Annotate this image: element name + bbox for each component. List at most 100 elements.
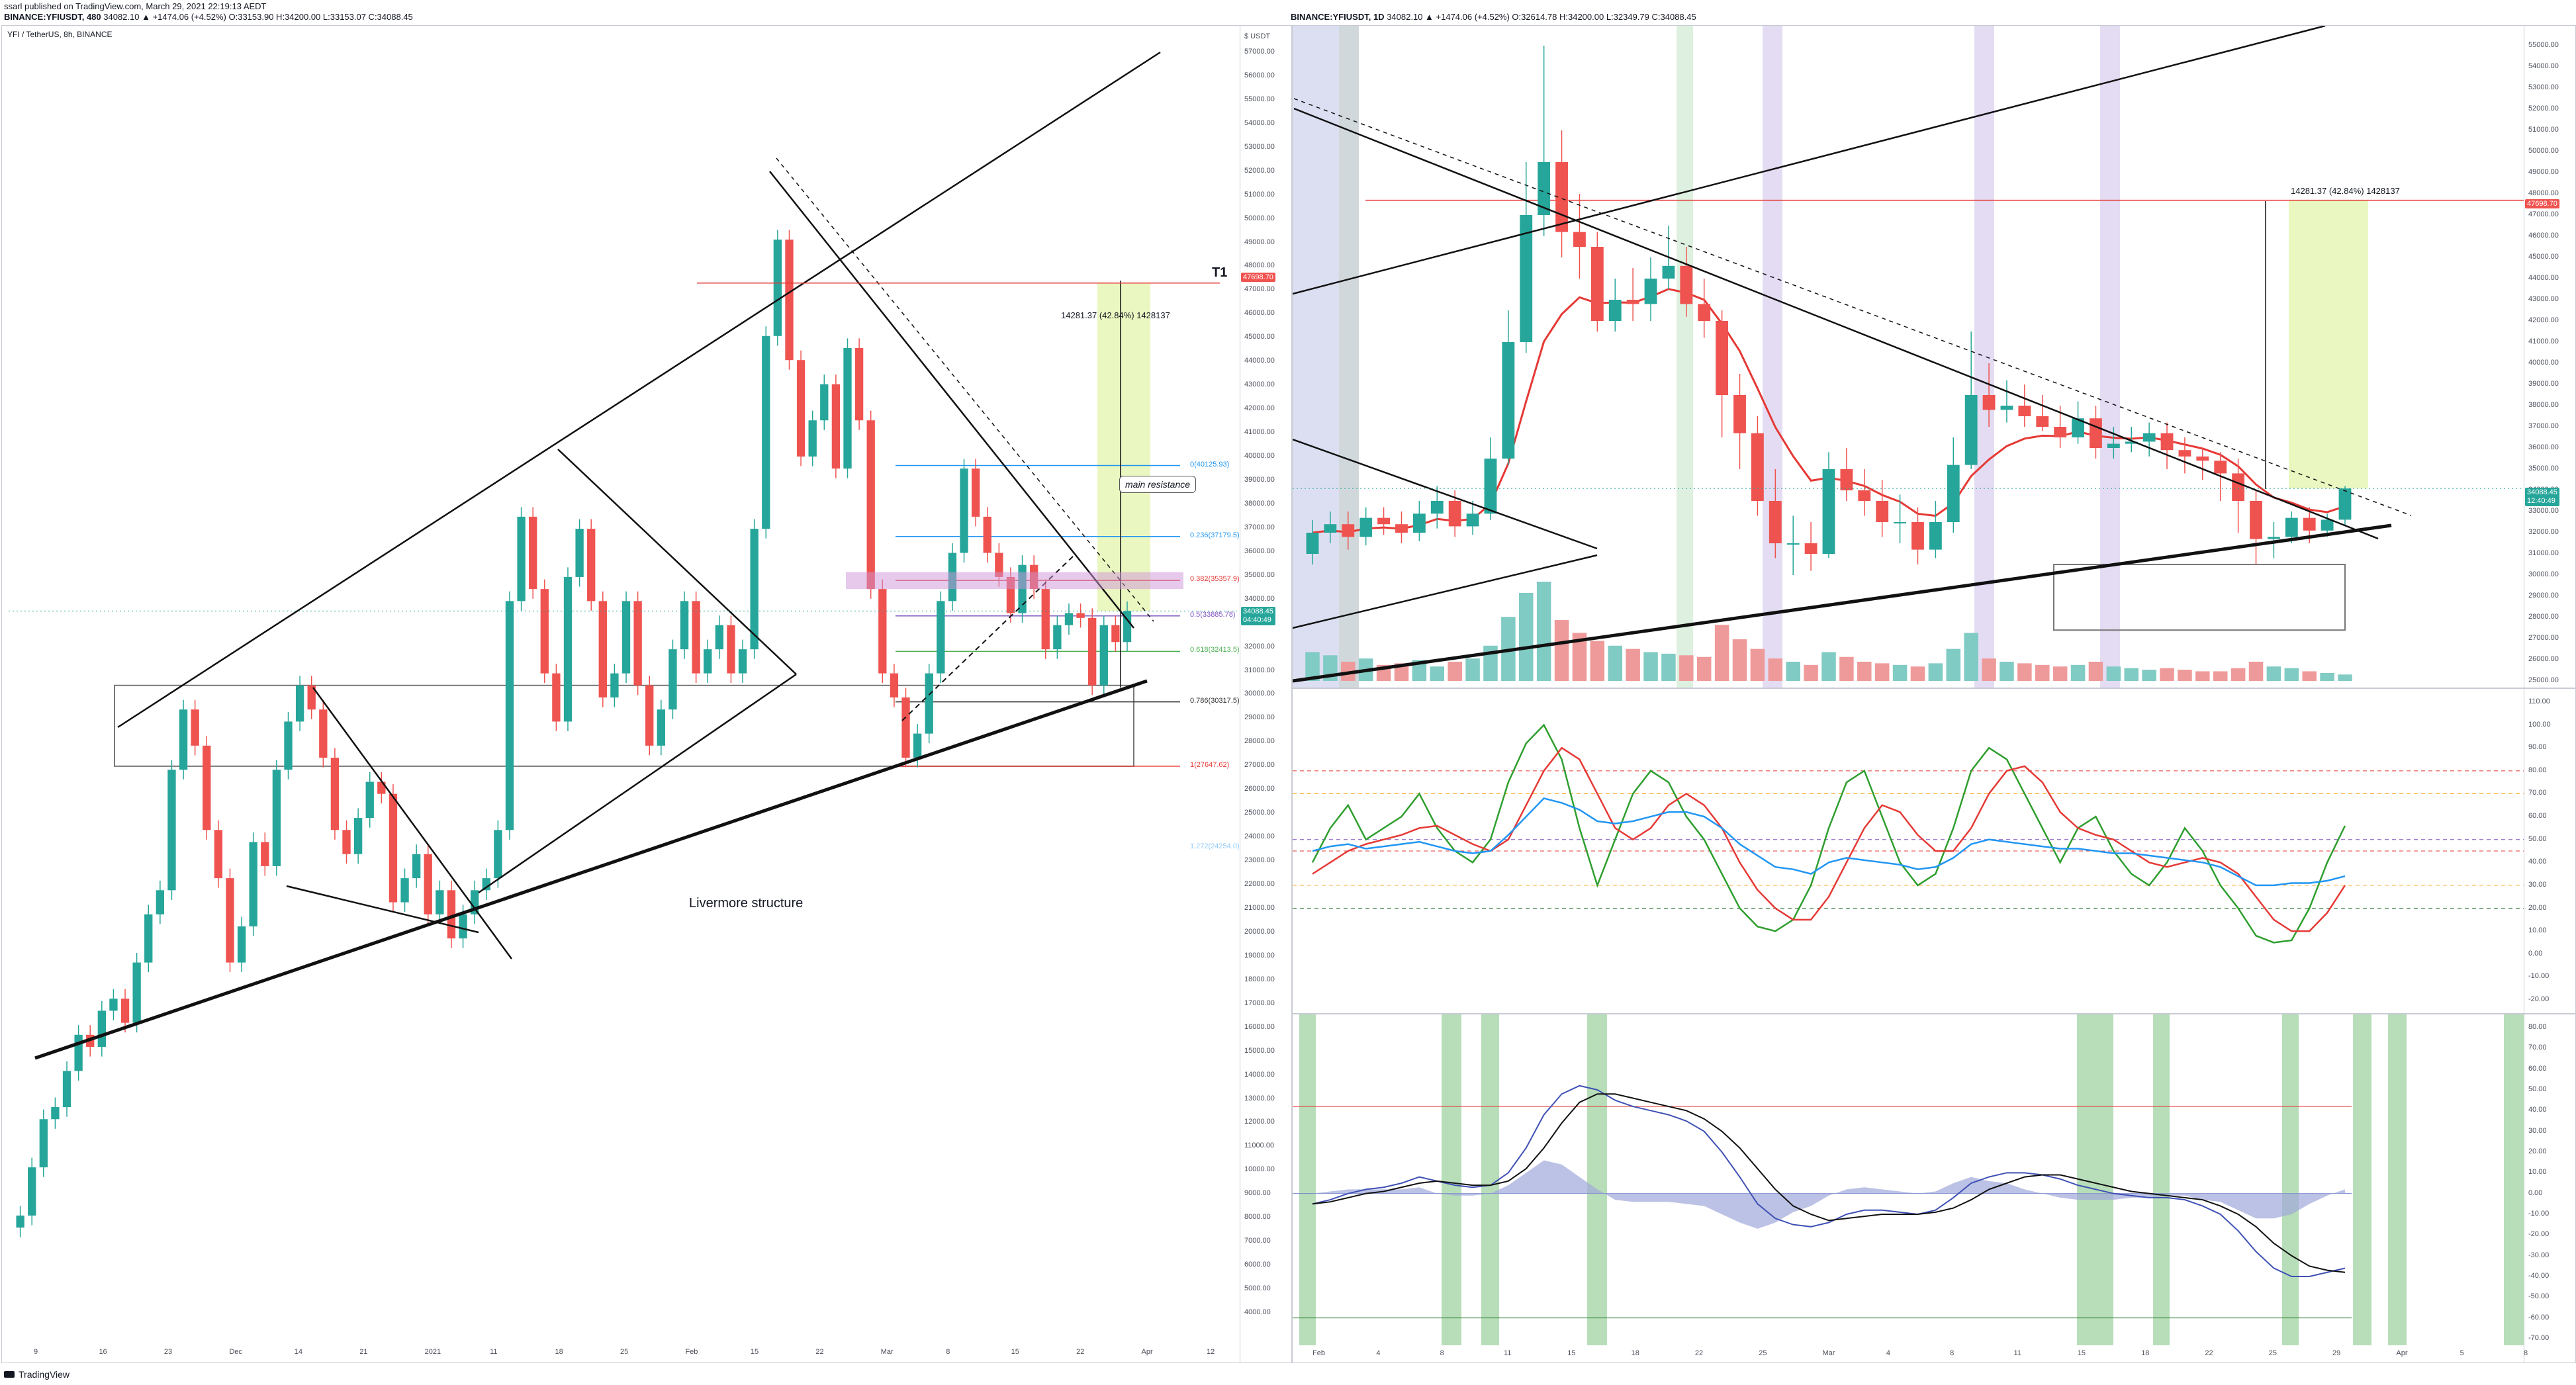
right-x-tick: 25 <box>1759 1349 1767 1357</box>
left-price-axis[interactable]: $ USDT 57000.00 56000.00 55000.00 54000.00 5… <box>1240 26 1291 1363</box>
fib-level-label: 1.272(24254.0) <box>1190 842 1240 851</box>
right-x-tick: 25 <box>2268 1349 2277 1357</box>
fib-level-label: 0.5(33885.78) <box>1190 610 1236 619</box>
right-symbol-line: BINANCE:YFIUSDT, 1D 34082.10 ▲ +1474.06 … <box>1291 12 1696 22</box>
right-y-tick: 25000.00 <box>2528 676 2559 684</box>
macd-axis[interactable]: 80.00 70.00 60.00 50.00 40.00 30.00 20.00 10.00… <box>2524 1014 2575 1363</box>
candle-body <box>1698 304 1711 321</box>
macd-y-tick: -30.00 <box>2528 1251 2550 1259</box>
candle-body <box>167 770 176 891</box>
left-y-tick: 44000.00 <box>1244 357 1275 365</box>
left-y-tick: 40000.00 <box>1244 452 1275 461</box>
macd-y-tick: -40.00 <box>2528 1272 2550 1280</box>
left-y-tick: 5000.00 <box>1244 1284 1271 1293</box>
volume-bar <box>1465 658 1480 681</box>
macd-y-tick: -60.00 <box>2528 1313 2550 1321</box>
livermore-base-line <box>34 679 1148 1060</box>
left-y-tick: 43000.00 <box>1244 380 1275 389</box>
macd-green-band <box>1442 1014 1461 1345</box>
volume-bar <box>1430 666 1445 681</box>
right-x-tick: 4 <box>1376 1349 1381 1357</box>
left-measure-label: 14281.37 (42.84%) 1428137 <box>1061 310 1170 320</box>
right-upper-line <box>1293 26 2326 295</box>
fib-level-label: 1(27647.62) <box>1190 760 1230 769</box>
right-lower-wedge <box>1293 438 1598 550</box>
left-x-tick: 16 <box>99 1348 107 1356</box>
candle-body <box>1088 617 1097 686</box>
left-chart-panel[interactable]: YFI / TetherUS, 8h, BINANCE $ USDT 57000… <box>1 25 1292 1363</box>
candle-body <box>39 1119 48 1168</box>
left-y-tick: 29000.00 <box>1244 713 1275 722</box>
candle-body <box>1123 611 1132 643</box>
candle-body <box>727 625 735 674</box>
left-y-tick: 15000.00 <box>1244 1046 1275 1055</box>
volume-bar <box>2338 674 2352 681</box>
right-y-tick: 54000.00 <box>2528 62 2559 70</box>
candle-body <box>330 758 340 830</box>
candle-body <box>1502 342 1515 459</box>
macd-canvas[interactable] <box>1293 1014 2575 1363</box>
volume-bar <box>2000 661 2014 681</box>
candle-body <box>284 721 293 770</box>
candle-body <box>704 649 712 674</box>
candle-body <box>866 420 875 590</box>
volume-bar <box>1661 653 1676 681</box>
tradingview-logo[interactable]: TradingView <box>4 1369 69 1380</box>
volume-bar <box>1448 661 1462 681</box>
right-price-panel[interactable]: 55000.00 54000.00 53000.00 52000.00 51000.00… <box>1292 25 2576 688</box>
candle-body <box>1858 490 1871 501</box>
candle-body <box>203 745 211 830</box>
volume-bar <box>2284 668 2299 681</box>
left-y-tick: 48000.00 <box>1244 261 1275 270</box>
candle-body <box>1716 321 1729 395</box>
volume-bar <box>2035 664 2050 681</box>
macd-panel[interactable]: 80.00 70.00 60.00 50.00 40.00 30.00 20.00 10.00… <box>1292 1014 2576 1363</box>
right-y-tick: 49000.00 <box>2528 168 2559 176</box>
macd-y-tick: 50.00 <box>2528 1085 2547 1093</box>
right-y-tick: 33000.00 <box>2528 507 2559 515</box>
candle-body <box>1466 514 1479 527</box>
left-y-tick: 7000.00 <box>1244 1237 1271 1245</box>
candle-body <box>1769 501 1782 543</box>
stoch-rsi-panel[interactable]: 110.00 100.00 90.00 80.00 70.00 60.00 50.00 40.… <box>1292 688 2576 1014</box>
left-y-tick: 54000.00 <box>1244 118 1275 127</box>
candle-body <box>1395 524 1408 533</box>
candle-body <box>2285 517 2298 537</box>
right-x-tick: 29 <box>2332 1349 2341 1357</box>
fib-level-label: 0.618(32413.5) <box>1190 646 1240 654</box>
volume-bar <box>1394 663 1409 681</box>
volume-bar <box>1839 656 1854 681</box>
stoch-axis[interactable]: 110.00 100.00 90.00 80.00 70.00 60.00 50.00 40.… <box>2524 689 2575 1013</box>
right-price-canvas[interactable] <box>1293 26 2575 688</box>
macd-green-band <box>2388 1014 2407 1345</box>
stoch-y-tick: 90.00 <box>2528 743 2547 752</box>
candle-body <box>2178 450 2191 457</box>
candle-body <box>389 793 398 903</box>
right-price-axis[interactable]: 55000.00 54000.00 53000.00 52000.00 51000.00… <box>2524 26 2575 688</box>
volume-bar <box>2017 663 2032 681</box>
left-target-tag: 47698.70 <box>1241 273 1275 282</box>
volume-bar <box>1554 620 1569 681</box>
volume-bar <box>1341 661 1356 681</box>
left-x-tick: Feb <box>685 1348 698 1356</box>
candle-body <box>1342 524 1355 537</box>
left-chart-canvas[interactable] <box>2 26 1291 1363</box>
left-y-tick: 28000.00 <box>1244 737 1275 746</box>
right-y-tick: 32000.00 <box>2528 528 2559 536</box>
volume-bar <box>1804 664 1818 681</box>
volume-bar <box>2088 661 2103 681</box>
left-y-tick: 41000.00 <box>1244 428 1275 437</box>
candle-body <box>226 878 234 963</box>
candle-body <box>901 697 910 758</box>
volume-bar <box>1786 661 1800 681</box>
right-symbol: BINANCE:YFIUSDT, 1D <box>1291 12 1385 22</box>
candle-body <box>738 649 747 674</box>
stoch-rsi-canvas[interactable] <box>1293 689 2575 1013</box>
main-resistance-callout[interactable]: main resistance <box>1119 476 1197 493</box>
left-y-tick: 27000.00 <box>1244 761 1275 770</box>
left-x-tick: 11 <box>490 1348 498 1356</box>
left-y-tick: 24000.00 <box>1244 832 1275 841</box>
triangle-upper-line <box>557 449 797 675</box>
right-y-tick: 44000.00 <box>2528 274 2559 282</box>
left-x-tick: 9 <box>34 1348 38 1356</box>
